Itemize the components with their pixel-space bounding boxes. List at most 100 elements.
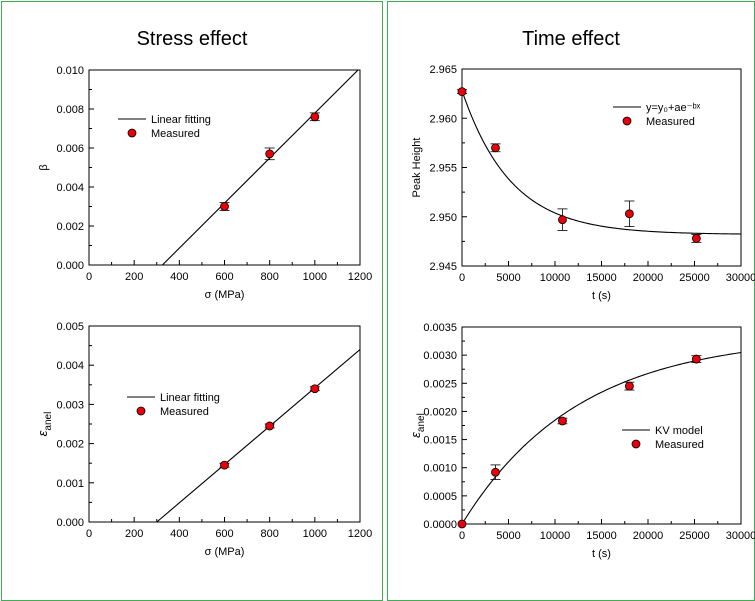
y-axis-label: εanel — [408, 413, 427, 438]
data-point — [220, 202, 229, 211]
x-tick-label: 0 — [459, 272, 465, 284]
x-axis-label: t (s) — [592, 290, 611, 302]
panel-title-time: Time effect — [522, 28, 620, 50]
y-axis-label-sub: anel — [416, 413, 427, 432]
y-tick-label: 0.008 — [56, 104, 84, 116]
y-axis-label-main: ε — [408, 432, 423, 438]
y-tick-label: 0.004 — [56, 182, 84, 194]
charts-canvas: 0 200 400 600 800 1000 1200 0.000 0.002 0.004 0.00… — [35, 64, 755, 560]
y-axis-label: β — [38, 164, 50, 170]
data-point — [310, 112, 320, 122]
data-point — [265, 421, 275, 431]
y-tick-label: 0.0015 — [423, 435, 457, 447]
y-tick-label: 0.006 — [56, 143, 84, 155]
x-tick-label: 15000 — [586, 272, 617, 284]
legend-marker-label: Measured — [151, 128, 200, 140]
x-tick-label: 0 — [86, 271, 92, 283]
panel-title-stress: Stress effect — [136, 28, 248, 50]
data-point — [265, 149, 275, 159]
data-point — [558, 215, 567, 225]
x-tick-label: 800 — [260, 528, 278, 540]
y-tick-label: 0.000 — [56, 260, 84, 272]
legend-marker-label: Measured — [655, 439, 704, 451]
x-tick-label: 800 — [260, 271, 278, 283]
y-axis-label: εanel — [35, 412, 54, 437]
legend-marker-swatch — [631, 439, 641, 449]
x-tick-label: 0 — [86, 528, 92, 540]
y-tick-label: 0.003 — [56, 399, 84, 411]
y-tick-label: 2.955 — [429, 163, 457, 175]
y-tick-label: 2.965 — [429, 64, 457, 76]
x-axis-label: σ (MPa) — [205, 289, 245, 301]
data-point — [491, 467, 500, 477]
y-tick-label: 0.010 — [56, 65, 84, 77]
y-tick-label: 0.001 — [56, 478, 84, 490]
x-tick-label: 5000 — [496, 272, 520, 284]
x-tick-label: 10000 — [540, 530, 571, 542]
data-point — [310, 384, 320, 394]
legend-marker-swatch — [622, 116, 632, 126]
x-tick-label: 200 — [125, 528, 143, 540]
legend-line-label: KV model — [655, 425, 703, 437]
x-tick-label: 600 — [215, 271, 233, 283]
y-tick-label: 0.004 — [56, 360, 84, 372]
y-tick-label: 0.000 — [56, 517, 84, 529]
plot-frame — [88, 325, 361, 523]
x-tick-label: 1000 — [303, 528, 327, 540]
x-tick-label: 25000 — [679, 530, 710, 542]
x-tick-label: 5000 — [496, 530, 520, 542]
x-tick-label: 600 — [215, 528, 233, 540]
x-tick-label: 30000 — [726, 530, 755, 542]
data-point — [457, 519, 467, 529]
y-tick-label: 0.0010 — [423, 463, 457, 475]
x-axis-label: t (s) — [592, 548, 611, 560]
y-tick-label: 2.945 — [429, 261, 457, 273]
legend-line-label: Linear fitting — [151, 114, 211, 126]
legend-line-label: Linear fitting — [160, 392, 220, 404]
x-tick-label: 0 — [459, 530, 465, 542]
y-tick-label: 0.005 — [56, 321, 84, 333]
y-tick-label: 0.0000 — [423, 519, 457, 531]
legend-marker-swatch — [136, 406, 146, 416]
y-tick-label: 0.002 — [56, 221, 84, 233]
y-tick-label: 0.0005 — [423, 491, 457, 503]
x-axis-label: σ (MPa) — [205, 546, 245, 558]
x-tick-label: 25000 — [679, 272, 710, 284]
x-tick-label: 400 — [170, 271, 188, 283]
x-tick-label: 15000 — [586, 530, 617, 542]
fit-line — [156, 349, 360, 522]
y-tick-label: 2.950 — [429, 212, 457, 224]
y-tick-label: 2.960 — [429, 113, 457, 125]
legend-marker-label: Measured — [160, 406, 209, 418]
legend-line-label: y=y₀+ae⁻ᵇˣ — [646, 102, 701, 114]
x-tick-label: 1000 — [303, 271, 327, 283]
data-point — [558, 416, 567, 426]
x-tick-label: 30000 — [726, 272, 755, 284]
y-axis-label-sub: anel — [43, 412, 54, 431]
data-point — [491, 143, 500, 153]
y-tick-label: 0.0030 — [423, 350, 457, 362]
x-tick-label: 20000 — [633, 530, 664, 542]
x-tick-label: 400 — [170, 528, 188, 540]
plot-frame — [88, 69, 361, 266]
chart-c3: 0 200 400 600 800 1000 1200 0.000 0.001 0.002 0.00… — [35, 321, 372, 558]
y-axis-label-main: ε — [35, 430, 50, 436]
x-tick-label: 1200 — [348, 271, 372, 283]
legend-marker-label: Measured — [646, 116, 695, 128]
x-tick-label: 1200 — [348, 528, 372, 540]
data-point — [625, 381, 634, 391]
chart-c2: 0 5000 10000 15000 20000 25000 30000 2.945 2.950… — [411, 64, 755, 302]
fit-line — [462, 90, 741, 235]
y-axis-label-main: Peak Height — [411, 138, 423, 198]
fit-line — [162, 70, 359, 265]
data-point — [691, 234, 701, 243]
data-point — [457, 87, 467, 97]
y-tick-label: 0.002 — [56, 439, 84, 451]
x-tick-label: 10000 — [540, 272, 571, 284]
data-point — [625, 209, 634, 219]
data-point — [691, 354, 701, 364]
legend-marker-swatch — [127, 128, 137, 138]
y-axis-label: Peak Height — [411, 138, 423, 198]
y-tick-label: 0.0020 — [423, 406, 457, 418]
y-tick-label: 0.0025 — [423, 378, 457, 390]
